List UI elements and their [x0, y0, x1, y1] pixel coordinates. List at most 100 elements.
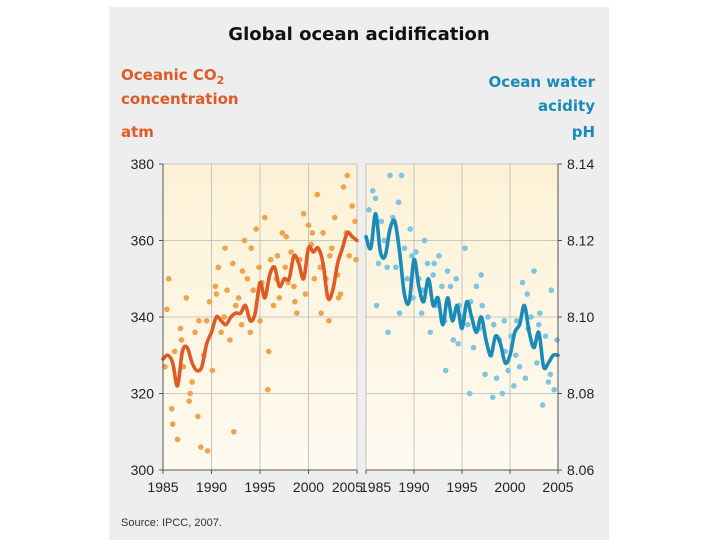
- ph-observation-point: [524, 291, 531, 297]
- co2-observation-point: [248, 245, 255, 251]
- chart-title: Global ocean acidification: [228, 24, 489, 45]
- ph-observation-point: [378, 218, 385, 225]
- ph-observation-point: [539, 402, 546, 408]
- ph-y-tick-label: 8.14: [567, 156, 594, 172]
- co2-x-tick-label: 1995: [244, 479, 275, 495]
- ph-observation-point: [548, 287, 555, 294]
- ph-observation-point: [499, 390, 506, 397]
- ph-observation-point: [545, 379, 552, 385]
- co2-observation-point: [253, 226, 259, 232]
- ph-observation-point: [409, 253, 415, 259]
- co2-observation-point: [177, 325, 184, 332]
- co2-observation-point: [300, 210, 307, 217]
- co2-observation-point: [318, 310, 324, 316]
- ph-observation-point: [470, 344, 477, 351]
- co2-observation-point: [189, 379, 195, 385]
- co2-observation-point: [270, 302, 277, 309]
- co2-observation-point: [232, 302, 239, 309]
- co2-observation-point: [320, 230, 326, 236]
- co2-y-tick-label: 360: [131, 233, 155, 249]
- co2-observation-point: [292, 298, 298, 305]
- ph-x-tick-label: 1995: [446, 479, 477, 495]
- ph-observation-point: [395, 199, 402, 206]
- ph-y-tick-label: 8.12: [567, 233, 594, 249]
- ph-observation-point: [522, 375, 529, 382]
- left-axis-unit: atm: [121, 123, 154, 141]
- ph-observation-point: [542, 333, 549, 339]
- co2-observation-point: [250, 287, 257, 294]
- ph-observation-point: [373, 302, 380, 309]
- co2-observation-point: [231, 428, 237, 435]
- ph-observation-point: [462, 245, 468, 251]
- ph-observation-point: [384, 264, 390, 271]
- co2-y-tick-label: 320: [131, 386, 155, 402]
- co2-observation-point: [349, 203, 355, 209]
- right-axis-label-line2: acidity: [538, 97, 595, 115]
- ph-observation-point: [528, 314, 534, 320]
- co2-observation-point: [164, 306, 170, 313]
- co2-y-tick-label: 340: [131, 309, 155, 325]
- ph-observation-point: [387, 172, 393, 179]
- ph-observation-point: [442, 367, 449, 374]
- co2-trend-line: [161, 230, 359, 388]
- co2-x-tick-label: 2005: [332, 479, 363, 495]
- ph-observation-point: [369, 187, 376, 194]
- co2-observation-point: [328, 245, 335, 251]
- ph-observation-point: [489, 394, 496, 401]
- co2-observation-point: [282, 264, 289, 271]
- ph-observation-point: [473, 283, 480, 290]
- co2-observation-point: [213, 291, 220, 297]
- ph-observation-point: [436, 253, 442, 259]
- ph-observation-point: [519, 279, 526, 286]
- ph-y-tick-label: 8.08: [567, 386, 594, 402]
- ph-observation-point: [424, 260, 431, 267]
- co2-observation-point: [352, 218, 358, 225]
- co2-observation-point: [314, 191, 321, 198]
- co2-observation-point: [222, 245, 228, 251]
- ph-observation-point: [366, 207, 372, 213]
- co2-observation-point: [344, 172, 351, 179]
- ph-x-tick-label: 2005: [542, 479, 573, 495]
- chart-panel: Global ocean acidification Oceanic CO2 c…: [109, 7, 609, 540]
- co2-observation-point: [186, 398, 192, 404]
- co2-observation-point: [257, 318, 263, 324]
- co2-observation-point: [215, 264, 222, 271]
- ph-observation-point: [513, 318, 520, 324]
- co2-observation-point: [178, 337, 185, 343]
- co2-observation-point: [267, 256, 274, 263]
- ph-observation-point: [413, 249, 419, 255]
- co2-observation-point: [279, 230, 286, 236]
- co2-observation-point: [203, 318, 210, 324]
- ph-observation-point: [418, 310, 425, 316]
- co2-observation-point: [244, 275, 251, 282]
- ph-plot: 8.06 8.08 8.10 8.12 8.14 1985 1990 1995 2000 2005: [360, 156, 594, 495]
- ph-observation-point: [511, 383, 517, 389]
- ph-observation-point: [439, 283, 445, 290]
- ph-trend-line: [364, 211, 560, 371]
- co2-observation-point: [196, 318, 202, 324]
- co2-observation-point: [166, 275, 172, 282]
- right-axis-label-line1: Ocean water: [488, 73, 595, 91]
- co2-observation-point: [206, 298, 213, 305]
- co2-x-tick-label: 1985: [147, 479, 178, 495]
- ph-observation-point: [485, 314, 491, 320]
- ph-observation-point: [381, 237, 388, 244]
- ph-observation-point: [447, 283, 454, 290]
- left-axis-label-line1: Oceanic CO2: [121, 66, 224, 87]
- co2-observation-point: [264, 386, 271, 393]
- ph-observation-point: [547, 371, 554, 378]
- co2-observation-point: [276, 295, 283, 301]
- ph-observation-point: [482, 371, 488, 378]
- co2-observation-point: [183, 295, 190, 301]
- co2-observation-point: [230, 260, 236, 267]
- co2-observation-point: [168, 406, 175, 412]
- ph-observation-point: [531, 268, 537, 274]
- ph-x-tick-label: 2000: [494, 479, 525, 495]
- ph-observation-point: [421, 237, 428, 244]
- co2-observation-point: [353, 256, 359, 263]
- ph-observation-point: [464, 321, 471, 328]
- ph-x-tick-label: 1985: [360, 479, 391, 495]
- co2-observation-point: [256, 264, 262, 271]
- acidification-chart: Global ocean acidification Oceanic CO2 c…: [121, 24, 596, 529]
- ph-observation-point: [404, 275, 411, 282]
